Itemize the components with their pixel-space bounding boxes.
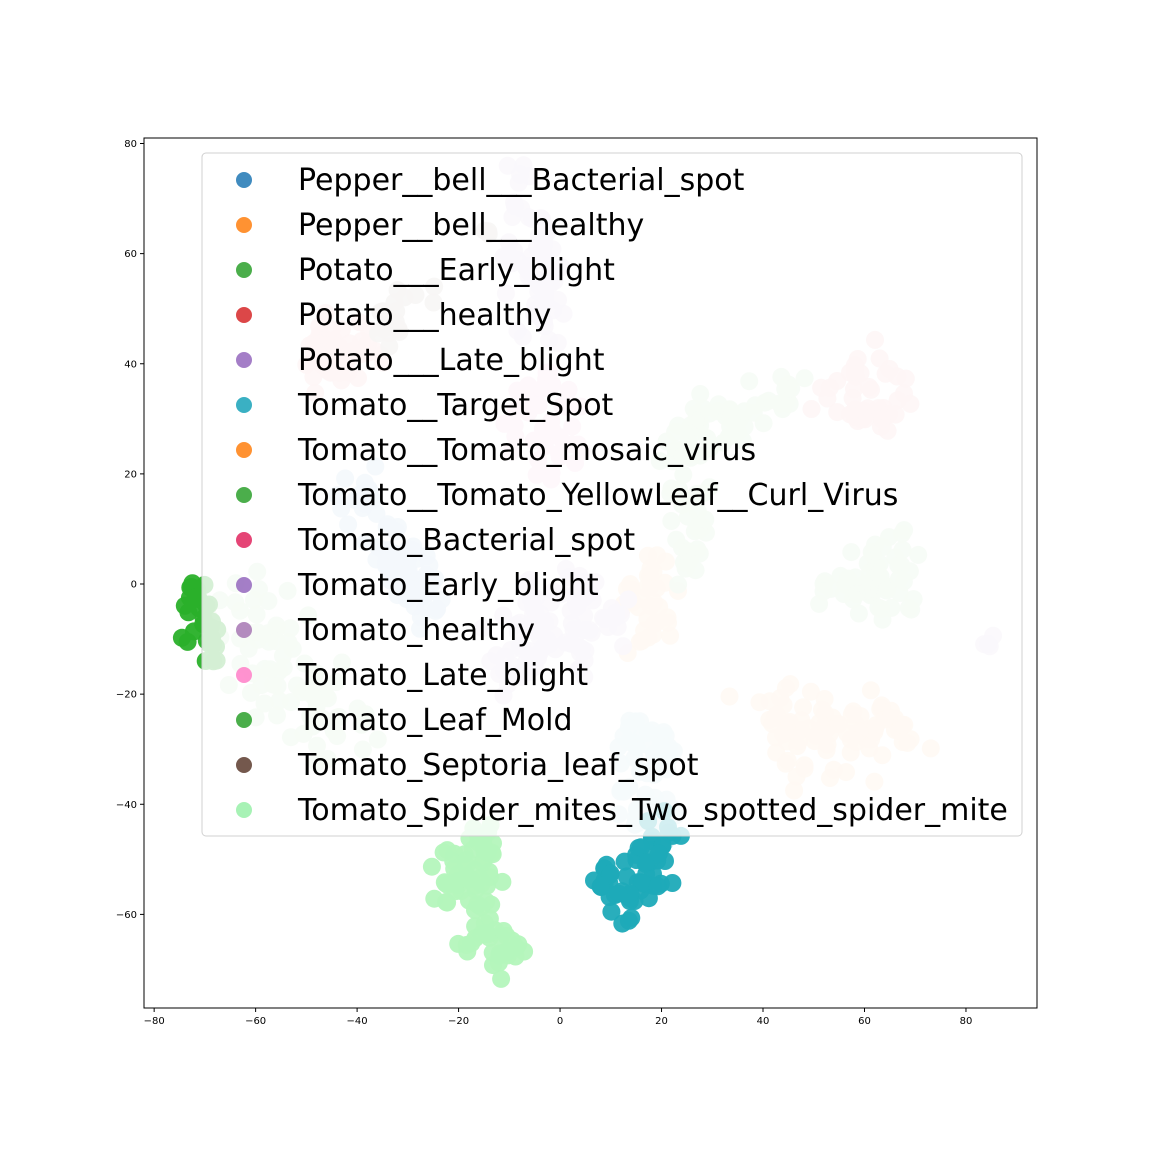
data-point bbox=[649, 844, 668, 863]
legend-marker bbox=[236, 532, 252, 548]
legend-label: Tomato_Bacterial_spot bbox=[297, 523, 635, 558]
legend-marker bbox=[236, 487, 252, 503]
data-point bbox=[422, 857, 441, 876]
data-point bbox=[648, 877, 667, 896]
data-point bbox=[477, 924, 496, 943]
legend-label: Tomato__Target_Spot bbox=[297, 388, 614, 423]
data-point bbox=[458, 942, 477, 961]
data-point bbox=[457, 850, 476, 869]
data-point bbox=[489, 953, 508, 972]
legend-marker bbox=[236, 667, 252, 683]
data-point bbox=[633, 874, 652, 893]
data-point bbox=[615, 852, 634, 871]
legend-marker bbox=[236, 352, 252, 368]
legend-marker bbox=[236, 757, 252, 773]
data-point bbox=[601, 864, 620, 883]
data-point bbox=[484, 834, 502, 853]
data-point bbox=[480, 862, 499, 881]
legend-label: Tomato_healthy bbox=[297, 613, 535, 648]
data-point bbox=[434, 843, 453, 862]
y-tick-label: −20 bbox=[116, 690, 137, 701]
y-tick-label: 0 bbox=[131, 580, 137, 591]
legend-label: Tomato__Tomato_YellowLeaf__Curl_Virus bbox=[297, 478, 898, 513]
data-point bbox=[178, 632, 197, 651]
data-point bbox=[631, 838, 650, 857]
x-tick-label: 40 bbox=[757, 1016, 770, 1027]
legend-label: Tomato_Spider_mites_Two_spotted_spider_m… bbox=[297, 793, 1008, 828]
legend-label: Tomato_Septoria_leaf_spot bbox=[297, 748, 699, 783]
legend-label: Pepper__bell___healthy bbox=[298, 208, 644, 243]
legend-box bbox=[201, 152, 1023, 837]
legend-marker bbox=[236, 397, 252, 413]
legend-marker bbox=[236, 622, 252, 638]
legend: Pepper__bell___Bacterial_spot Pepper__bel… bbox=[201, 152, 1023, 837]
x-tick-label: 20 bbox=[655, 1016, 668, 1027]
legend-marker bbox=[236, 262, 252, 278]
legend-marker bbox=[236, 802, 252, 818]
data-point bbox=[465, 876, 484, 895]
legend-marker bbox=[236, 577, 252, 593]
y-tick-label: 20 bbox=[124, 469, 137, 480]
data-point bbox=[602, 902, 621, 921]
y-tick-label: 60 bbox=[124, 249, 137, 260]
axes: −80 −60 −40 −20 0 20 40 60 80 −60 −40 −20 0 20 40 60 80 bbox=[116, 137, 1038, 1027]
legend-marker bbox=[236, 172, 252, 188]
x-tick-label: 60 bbox=[858, 1016, 871, 1027]
x-tick-label: 80 bbox=[960, 1016, 973, 1027]
x-tick-label: −20 bbox=[448, 1016, 469, 1027]
data-point bbox=[449, 865, 467, 884]
data-point bbox=[609, 884, 628, 903]
cluster-17 bbox=[449, 909, 534, 988]
y-tick-label: −40 bbox=[116, 800, 137, 811]
plot-frame bbox=[143, 137, 1038, 1009]
legend-label: Tomato_Late_blight bbox=[297, 658, 588, 693]
legend-label: Tomato_Early_blight bbox=[297, 568, 599, 603]
legend-label: Tomato__Tomato_mosaic_virus bbox=[297, 433, 756, 468]
legend-label: Potato___Late_blight bbox=[298, 343, 605, 378]
legend-label: Pepper__bell___Bacterial_spot bbox=[298, 163, 745, 198]
x-tick-label: −80 bbox=[144, 1016, 165, 1027]
legend-marker bbox=[236, 712, 252, 728]
data-point bbox=[186, 588, 205, 607]
x-tick-label: −40 bbox=[347, 1016, 368, 1027]
data-point bbox=[492, 969, 511, 988]
legend-marker bbox=[236, 217, 252, 233]
data-point bbox=[497, 927, 516, 945]
legend-label: Potato___Early_blight bbox=[298, 253, 615, 288]
legend-marker bbox=[236, 442, 252, 458]
data-point bbox=[515, 942, 534, 961]
y-tick-label: 40 bbox=[124, 359, 137, 370]
x-tick-label: −60 bbox=[245, 1016, 266, 1027]
y-tick-label: −60 bbox=[116, 910, 137, 921]
y-tick-label: 80 bbox=[124, 139, 137, 150]
legend-marker bbox=[236, 307, 252, 323]
legend-label: Potato___healthy bbox=[298, 298, 551, 333]
data-point bbox=[493, 872, 512, 891]
x-tick-label: 0 bbox=[557, 1016, 563, 1027]
data-point bbox=[591, 877, 610, 896]
data-point bbox=[619, 911, 638, 930]
legend-label: Tomato_Leaf_Mold bbox=[297, 703, 573, 738]
